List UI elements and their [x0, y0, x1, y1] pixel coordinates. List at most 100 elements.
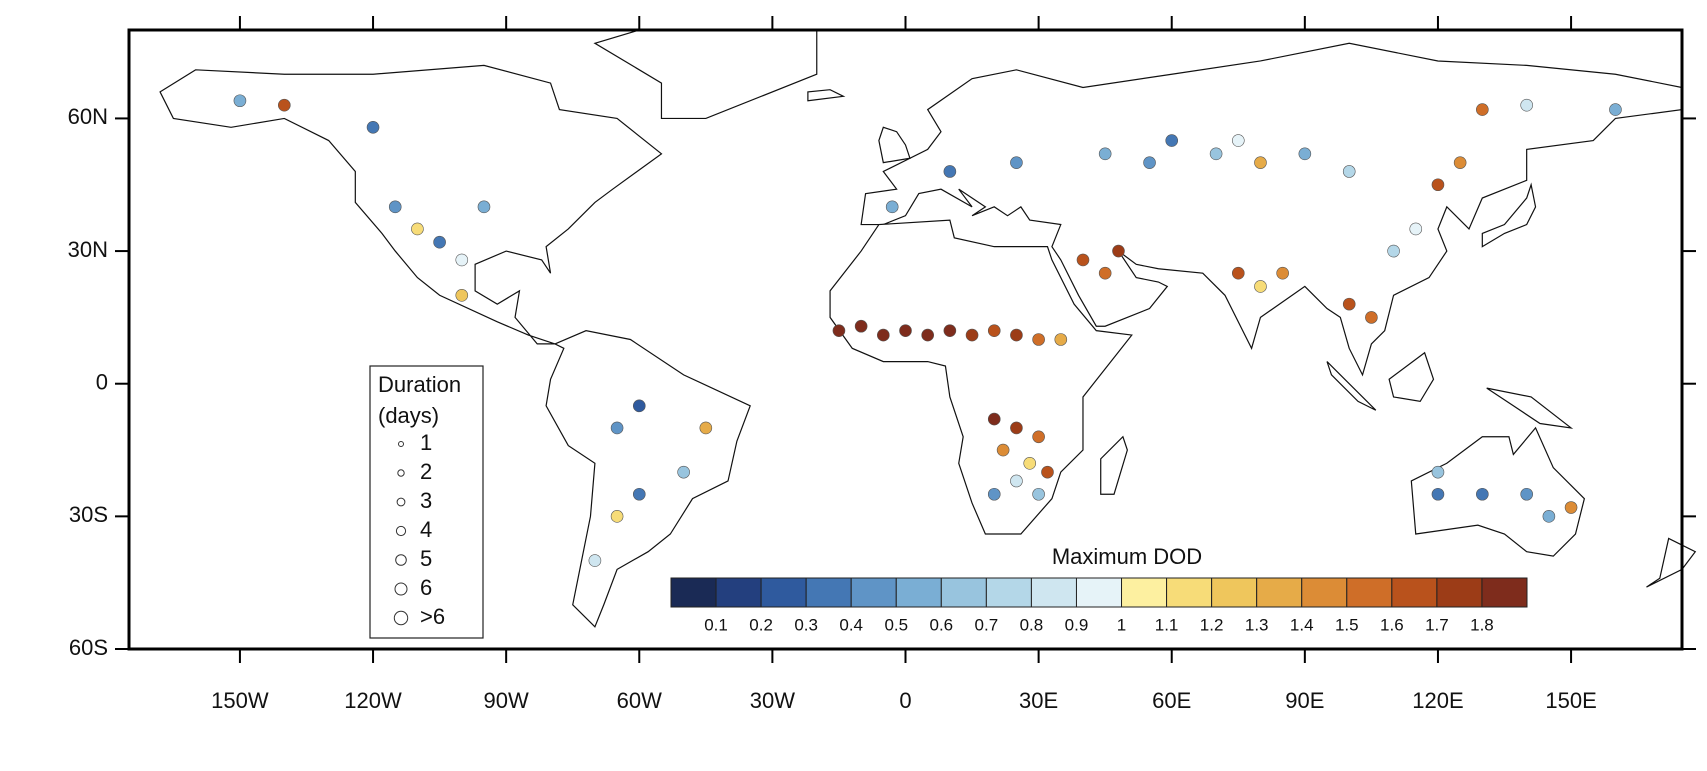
colorbar-label: 0.6 [929, 615, 953, 634]
colorbar-label: 0.8 [1020, 615, 1044, 634]
data-point [677, 465, 690, 479]
x-tick-label: 150E [1545, 688, 1596, 713]
colorbar-swatch [1391, 577, 1438, 608]
data-point [1254, 280, 1267, 293]
data-point [699, 421, 713, 435]
points-layer [233, 94, 1622, 567]
data-point [1054, 333, 1068, 346]
legend-marker [396, 497, 406, 507]
data-point [885, 200, 899, 214]
data-point [1098, 147, 1112, 161]
data-point [1520, 98, 1533, 112]
data-point [854, 319, 868, 333]
data-point [996, 443, 1010, 457]
colorbar-swatch [1166, 577, 1213, 608]
data-point [233, 94, 247, 108]
x-tick-label: 30E [1019, 688, 1058, 713]
colorbar-label: 1.2 [1200, 615, 1224, 634]
data-point [632, 399, 646, 413]
data-point [1143, 156, 1156, 169]
colorbar-label: 0.9 [1065, 615, 1089, 634]
data-point [388, 200, 402, 214]
axes: 150W 120W 90W 60W 30W 0 30E 60E 90E 120E 150E60N30… [68, 16, 1696, 713]
colorbar-swatch [1436, 577, 1483, 608]
x-tick-label: 90W [484, 688, 529, 713]
sumatra [1327, 362, 1376, 411]
colorbar-title: Maximum DOD [1052, 544, 1202, 569]
legend-label: 4 [420, 517, 432, 542]
madagascar [1101, 437, 1128, 494]
data-point [1032, 487, 1045, 501]
data-point [1431, 178, 1445, 192]
data-point [1010, 328, 1023, 342]
data-point [943, 165, 957, 178]
y-tick-label: 60N [68, 104, 108, 129]
y-tick-label: 30N [68, 237, 108, 262]
legend-box [369, 365, 484, 639]
africa [830, 220, 1132, 534]
colorbar-label: 1.8 [1470, 615, 1494, 634]
data-point [1010, 474, 1023, 488]
britain [879, 127, 910, 162]
legend-title: Duration [378, 372, 461, 397]
data-point [1387, 244, 1400, 258]
data-point [610, 421, 624, 435]
data-point [899, 324, 912, 337]
data-point [1032, 430, 1045, 444]
data-point [1609, 103, 1622, 116]
data-point [433, 235, 446, 249]
colorbar-label: 0.1 [704, 615, 728, 634]
data-point [366, 120, 380, 134]
data-point [1023, 456, 1037, 470]
legend-label: 3 [420, 488, 432, 513]
eurasia [861, 43, 1682, 375]
data-point [1276, 266, 1289, 280]
colorbar-swatch [1075, 577, 1123, 608]
colorbar-label: 1.4 [1290, 615, 1314, 634]
japan [1482, 185, 1535, 247]
colorbar-label: 1.5 [1335, 615, 1359, 634]
data-point [1520, 487, 1533, 501]
colorbar-swatch [805, 577, 852, 608]
colorbar: Maximum DOD 0.1 0.2 0.3 0.4 0.5 0.6 0.7 0.8 0.9 1… [670, 544, 1528, 634]
y-tick-label: 60S [69, 635, 108, 660]
data-point [1231, 266, 1245, 280]
colorbar-label: 1.1 [1155, 615, 1179, 634]
data-point [1112, 244, 1125, 258]
colorbar-swatch [1211, 577, 1258, 608]
data-point [1010, 421, 1023, 435]
data-point [588, 554, 602, 567]
y-tick-label: 0 [96, 370, 108, 395]
colorbar-swatch [1256, 577, 1303, 608]
x-tick-label: 90E [1285, 688, 1324, 713]
data-point [277, 98, 291, 112]
colorbar-swatch [715, 577, 762, 608]
legend-label: 2 [420, 459, 432, 484]
colorbar-swatch [985, 577, 1032, 608]
data-point [987, 412, 1001, 426]
data-point [1409, 222, 1423, 236]
legend-label: >6 [420, 604, 445, 629]
data-point [1365, 311, 1378, 324]
colorbar-swatch [940, 577, 987, 608]
colorbar-swatch [1346, 577, 1393, 608]
data-point [411, 222, 424, 236]
legend-marker [395, 525, 407, 537]
legend-label: 6 [420, 575, 432, 600]
data-point [1564, 501, 1578, 514]
colorbar-swatch [1481, 577, 1528, 608]
data-point [1453, 156, 1467, 169]
legend-marker [394, 582, 408, 596]
legend-marker [398, 441, 404, 447]
data-point [1032, 333, 1045, 346]
data-point [877, 328, 890, 342]
data-point [1476, 487, 1489, 501]
coastlines [160, 30, 1695, 627]
legend-marker [397, 469, 405, 477]
data-point [1298, 147, 1312, 161]
data-point [1254, 156, 1267, 169]
x-tick-label: 150W [211, 688, 269, 713]
x-tick-label: 60W [617, 688, 662, 713]
